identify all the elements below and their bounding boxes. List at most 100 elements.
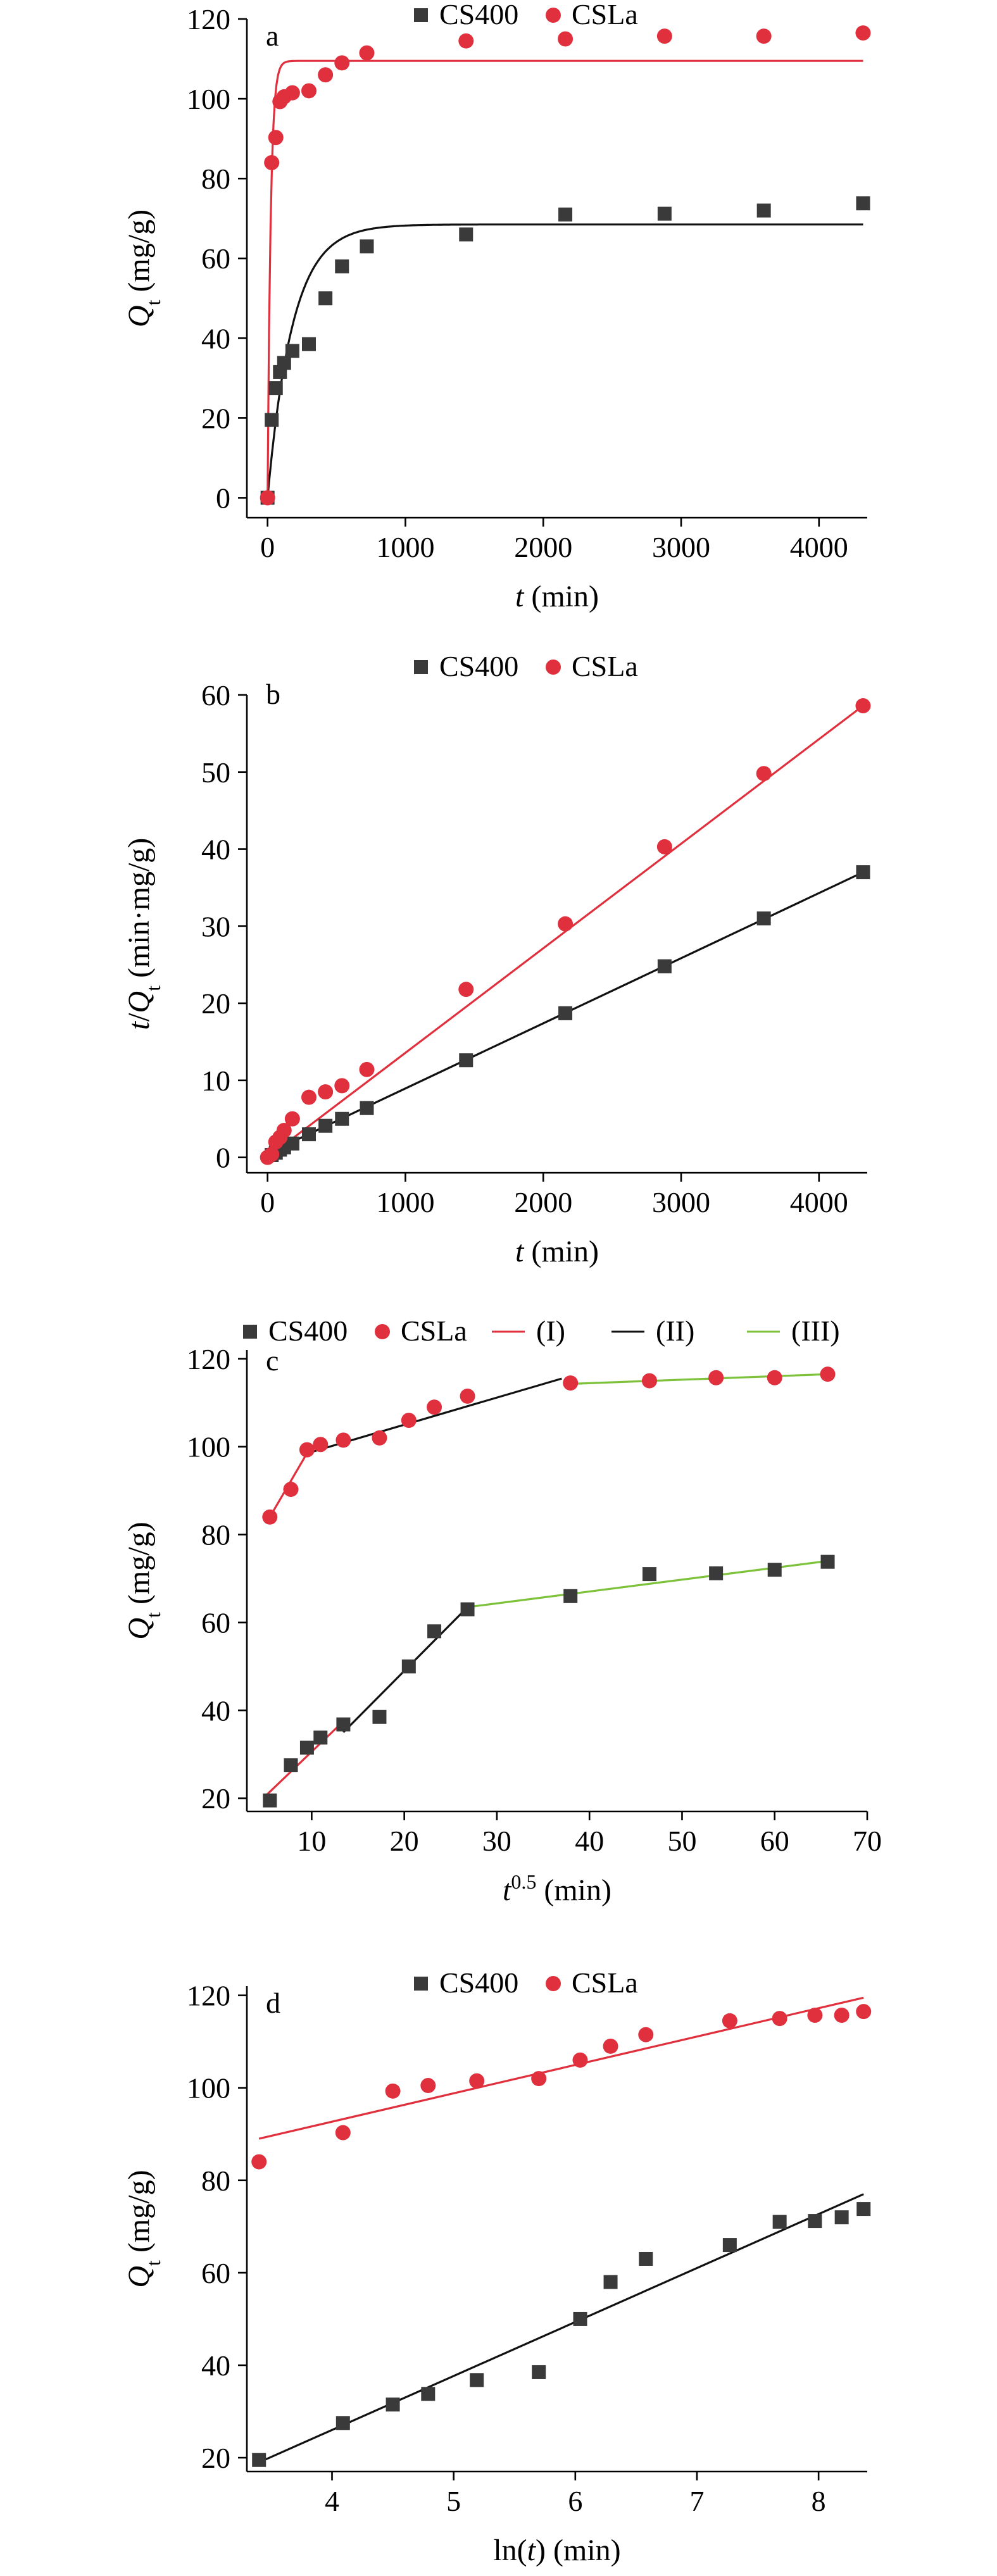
- x-tick-label: 5: [446, 2485, 461, 2517]
- data-point: [318, 1084, 334, 1100]
- data-point: [642, 1567, 656, 1582]
- data-point: [834, 2008, 850, 2023]
- x-tick-label: 1000: [376, 531, 434, 563]
- y-tick-label: 20: [201, 987, 230, 1020]
- data-point: [313, 1730, 328, 1745]
- data-point: [372, 1710, 387, 1724]
- x-tick-label: 4000: [790, 1186, 848, 1218]
- y-tick-label: 120: [187, 3, 230, 35]
- data-point: [420, 2078, 436, 2094]
- data-point: [386, 2398, 400, 2412]
- x-tick-label: 60: [760, 1825, 789, 1857]
- data-point: [807, 2008, 823, 2023]
- x-axis-title: t (min): [515, 1235, 599, 1268]
- data-point: [470, 2373, 484, 2387]
- data-point: [856, 865, 870, 880]
- data-point: [563, 1589, 578, 1603]
- data-point: [335, 2125, 351, 2141]
- data-point: [638, 2027, 654, 2042]
- data-point: [334, 55, 350, 71]
- data-point: [301, 1089, 317, 1105]
- y-axis-title: Qt (mg/g): [122, 1522, 165, 1639]
- x-axis-title: t0.5 (min): [503, 1870, 611, 1907]
- data-point: [335, 259, 349, 273]
- y-tick-label: 80: [201, 163, 230, 195]
- legend-label: CS400: [439, 0, 518, 30]
- data-point: [335, 2416, 350, 2430]
- data-point: [252, 2453, 266, 2467]
- y-tick-label: 30: [201, 910, 230, 942]
- data-point: [808, 2214, 822, 2229]
- legend-label: CS400: [439, 650, 518, 682]
- series-cs400: [263, 1554, 835, 1808]
- data-point: [767, 1563, 782, 1577]
- y-tick-label: 120: [187, 1343, 230, 1375]
- data-point: [360, 1101, 374, 1115]
- data-point: [251, 2154, 267, 2170]
- y-tick-label: 40: [201, 1694, 230, 1727]
- data-point: [335, 1111, 349, 1126]
- panel-letter: b: [266, 678, 280, 710]
- data-point: [427, 1399, 442, 1415]
- legend-marker: [546, 8, 561, 23]
- chart-panel-c: 20 40 60 80 100 120 10 20 30 40 50 60 70 t0.5 (min) Qt…: [122, 1315, 882, 1907]
- data-point: [708, 1370, 724, 1385]
- y-tick-label: 40: [201, 322, 230, 354]
- data-point: [285, 1136, 299, 1151]
- fit-line: [265, 1720, 344, 1797]
- x-tick-label: 1000: [376, 1186, 434, 1218]
- y-axis-title: Qt (mg/g): [122, 2170, 165, 2287]
- data-point: [572, 2052, 588, 2068]
- x-tick-label: 8: [812, 2485, 826, 2517]
- x-tick-label: 3000: [652, 1186, 710, 1218]
- fit-line: [258, 1996, 864, 2140]
- data-point: [260, 490, 275, 506]
- y-tick-label: 50: [201, 756, 230, 789]
- fit-line: [258, 2193, 864, 2463]
- data-point: [531, 2071, 547, 2087]
- legend-marker: [546, 1976, 561, 1991]
- panel-letter: a: [266, 20, 279, 52]
- y-tick-label: 60: [201, 2257, 230, 2289]
- data-point: [459, 227, 473, 242]
- data-point: [265, 413, 279, 427]
- x-tick-label: 40: [575, 1825, 604, 1857]
- chart-panel-a: 0 20 40 60 80 100 120 0 1000 2000 3000 4000 t (min) Q…: [122, 0, 871, 613]
- data-point: [855, 25, 871, 41]
- data-point: [656, 28, 672, 44]
- legend-label: CSLa: [572, 650, 638, 682]
- fit-line: [266, 704, 864, 1158]
- x-tick-label: 50: [667, 1825, 696, 1857]
- y-tick-label: 10: [201, 1065, 230, 1097]
- data-point: [401, 1413, 417, 1429]
- data-point: [284, 1758, 298, 1773]
- legend: CS400 CSLa: [414, 650, 638, 682]
- x-tick-label: 0: [260, 1186, 275, 1218]
- series-cs400: [260, 196, 870, 505]
- data-point: [268, 381, 283, 396]
- data-point: [299, 1442, 315, 1458]
- data-point: [558, 916, 574, 932]
- data-point: [284, 1111, 300, 1127]
- y-tick-label: 80: [201, 2165, 230, 2197]
- x-axis-title: t (min): [515, 580, 599, 613]
- data-point: [573, 2311, 587, 2326]
- data-point: [657, 206, 672, 221]
- y-tick-label: 60: [201, 679, 230, 711]
- y-tick-label: 100: [187, 83, 230, 115]
- data-point: [772, 2215, 787, 2229]
- data-point: [458, 982, 474, 997]
- legend-marker: [414, 1977, 428, 1991]
- data-point: [299, 1741, 314, 1755]
- y-tick-label: 100: [187, 2072, 230, 2104]
- data-point: [641, 1373, 657, 1389]
- y-tick-label: 60: [201, 1606, 230, 1639]
- data-point: [301, 83, 317, 99]
- data-point: [558, 207, 573, 222]
- data-point: [302, 1127, 316, 1142]
- data-point: [756, 203, 771, 218]
- data-point: [372, 1430, 387, 1446]
- data-point: [336, 1717, 351, 1732]
- series-csla: [251, 2004, 872, 2170]
- data-point: [459, 1053, 473, 1068]
